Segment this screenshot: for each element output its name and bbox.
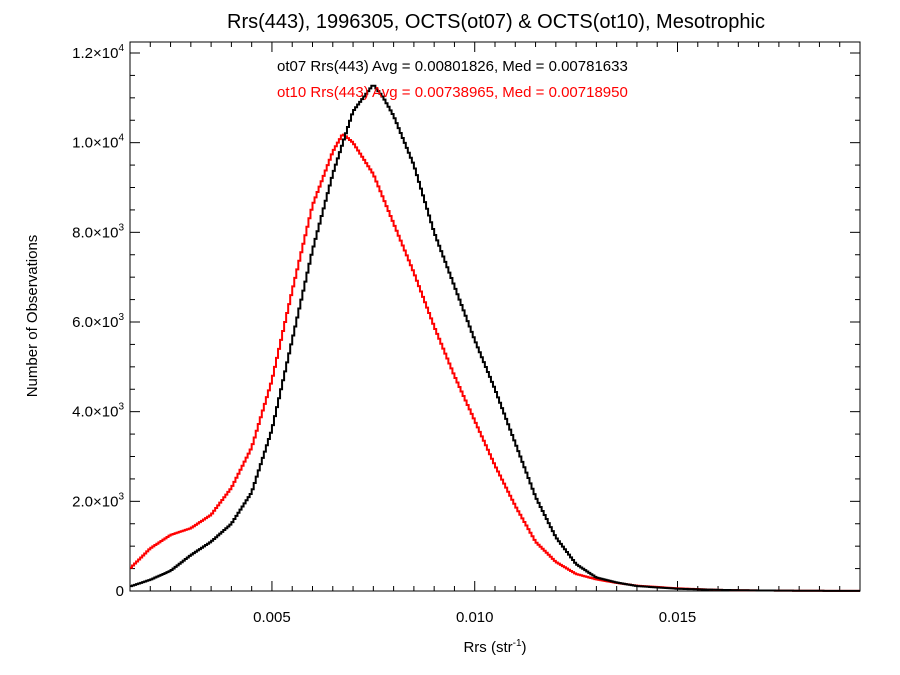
legend-entry-ot07: ot07 Rrs(443) Avg = 0.00801826, Med = 0.… [277,58,628,75]
x-tick-label: 0.005 [253,609,291,626]
y-tick-label: 2.0×103 [72,491,124,510]
y-tick-label: 4.0×103 [72,402,124,421]
y-tick-label: 1.0×104 [72,133,124,152]
y-tick-label: 8.0×103 [72,222,124,241]
series-lines [130,84,860,592]
y-axis-label: Number of Observations [24,235,41,398]
x-axis-label: Rrs (str-1) [463,638,526,656]
x-tick-label: 0.010 [456,609,494,626]
y-tick-label: 0 [116,583,124,600]
y-tick-label: 6.0×103 [72,312,124,331]
legend-entry-ot10: ot10 Rrs(443) Avg = 0.00738965, Med = 0.… [277,84,628,101]
series-line-ot07 [130,84,860,592]
axis-ticks: 0.005 0.010 0.015 0 2.0×103 4.0×103 6.0×103 8.0… [72,42,860,626]
x-tick-label: 0.015 [659,609,697,626]
chart-title: Rrs(443), 1996305, OCTS(ot07) & OCTS(ot1… [227,11,765,33]
y-tick-label: 1.2×104 [72,43,124,62]
series-line-ot10 [130,133,860,592]
